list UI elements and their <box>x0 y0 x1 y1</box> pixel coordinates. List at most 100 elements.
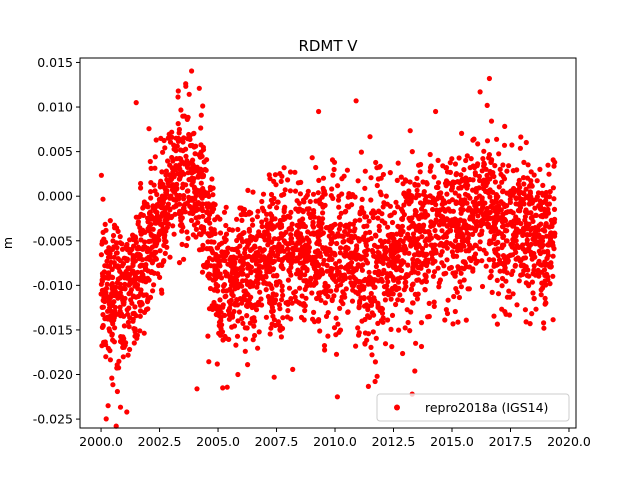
data-point <box>368 344 374 350</box>
data-point <box>528 241 534 247</box>
y-tick-label: 0.015 <box>37 55 73 70</box>
data-point <box>329 186 335 192</box>
data-point <box>239 300 245 306</box>
data-point <box>484 138 491 144</box>
data-point <box>484 102 490 108</box>
data-point <box>313 273 319 279</box>
data-point <box>220 257 226 263</box>
data-point <box>546 171 552 177</box>
data-point <box>268 325 274 331</box>
data-point <box>424 262 430 269</box>
data-point <box>367 134 373 140</box>
data-point <box>158 135 164 141</box>
data-point <box>543 223 549 229</box>
data-point <box>492 163 498 169</box>
data-point <box>316 177 322 183</box>
data-point <box>429 199 435 206</box>
data-point <box>198 125 204 131</box>
x-tick-label: 2020.0 <box>547 434 591 449</box>
data-point <box>234 216 240 222</box>
data-point <box>221 283 227 289</box>
data-point <box>103 342 109 348</box>
data-point <box>145 215 151 221</box>
data-point <box>455 264 461 270</box>
data-point <box>173 202 179 208</box>
data-point <box>385 224 391 230</box>
data-point <box>452 161 458 167</box>
data-point <box>364 277 370 283</box>
data-point <box>311 214 317 220</box>
data-point <box>199 153 205 159</box>
data-point <box>314 268 320 274</box>
data-point <box>335 321 341 327</box>
data-point <box>447 169 453 175</box>
data-point <box>418 265 424 271</box>
data-point <box>176 211 182 217</box>
data-point <box>340 289 346 295</box>
data-point <box>365 331 372 337</box>
data-point <box>309 290 315 296</box>
data-point <box>414 277 420 283</box>
data-point <box>403 274 409 280</box>
data-point <box>196 85 202 91</box>
data-point <box>435 265 441 271</box>
data-point <box>543 300 549 306</box>
data-point <box>287 169 294 175</box>
data-point <box>245 187 251 193</box>
data-point <box>362 168 368 174</box>
data-point <box>100 312 106 318</box>
data-point <box>472 251 479 257</box>
data-point <box>416 259 422 265</box>
data-point <box>274 205 280 211</box>
data-point <box>418 343 425 350</box>
data-point <box>533 306 539 312</box>
data-point <box>159 169 165 175</box>
data-point <box>419 249 425 255</box>
data-point <box>260 264 266 270</box>
data-point <box>120 354 126 360</box>
data-point <box>534 178 540 184</box>
data-point <box>181 256 187 262</box>
data-point <box>298 314 305 320</box>
data-point <box>310 254 316 260</box>
data-point <box>487 274 493 281</box>
data-point <box>183 81 189 87</box>
data-point <box>526 221 532 227</box>
data-point <box>470 268 476 274</box>
data-point <box>331 234 337 240</box>
data-point <box>283 300 289 306</box>
data-point <box>314 229 320 235</box>
data-point <box>105 270 111 276</box>
data-point <box>154 213 160 219</box>
data-point <box>433 108 439 115</box>
data-point <box>320 216 326 222</box>
data-point <box>374 182 380 189</box>
data-point <box>369 299 375 305</box>
data-point <box>381 291 387 297</box>
data-point <box>396 327 402 333</box>
y-tick-label: -0.005 <box>33 233 73 248</box>
data-point <box>452 308 458 315</box>
data-point <box>364 223 370 229</box>
data-point <box>405 319 411 326</box>
data-point <box>447 160 453 166</box>
data-point <box>533 212 539 218</box>
data-point <box>244 244 250 250</box>
data-point <box>379 211 385 217</box>
data-point <box>189 182 195 188</box>
data-point <box>520 242 526 248</box>
data-point <box>368 197 374 203</box>
data-point <box>297 285 303 291</box>
data-point <box>248 269 254 275</box>
data-point <box>244 313 250 319</box>
data-point <box>271 195 277 202</box>
data-point <box>122 281 128 287</box>
data-point <box>493 213 499 219</box>
data-point <box>410 300 416 306</box>
data-point <box>348 239 354 245</box>
data-point <box>141 330 147 336</box>
data-point <box>397 275 404 281</box>
data-point <box>373 263 379 270</box>
data-point <box>246 228 252 234</box>
data-point <box>543 194 549 200</box>
